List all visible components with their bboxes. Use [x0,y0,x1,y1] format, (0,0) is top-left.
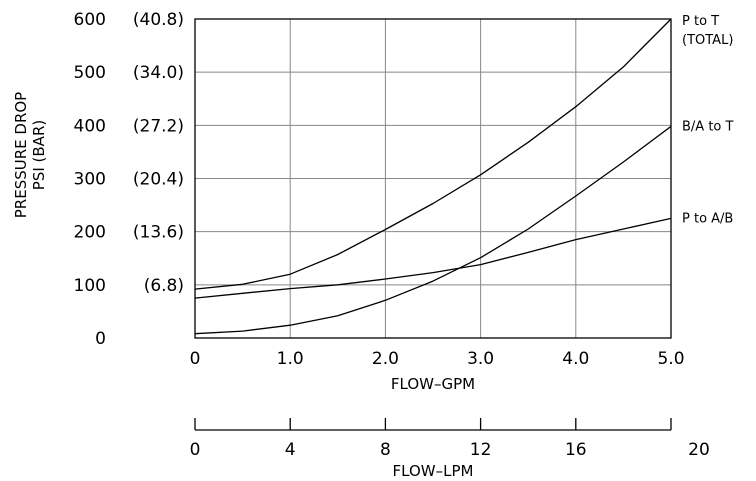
series-lines [194,18,672,335]
x-tick-label: 2.0 [372,349,399,369]
series-line-1 [194,125,672,335]
y-tick-psi-label: 100 [74,276,106,296]
lpm-axis: 0 4 8 12 16 20 [190,418,710,460]
plot-frame [194,18,672,339]
y-axis-label: PRESSURE DROP [12,92,30,218]
y-tick-bar-label: (13.6) [133,223,184,243]
y-tick-psi-label: 200 [74,223,106,243]
y-tick-bar-label: (34.0) [133,63,184,83]
x2-axis-label: FLOW–LPM [393,462,474,480]
series-label: P to A/B [682,211,733,226]
x-tick-label: 0 [190,349,201,369]
series-line-2 [194,217,672,299]
lpm-tick-label: 16 [565,440,587,460]
x-tick-label: 5.0 [657,349,684,369]
y-tick-psi-label: 300 [74,170,106,190]
series-labels: P to T (TOTAL) B/A to T P to A/B [682,14,734,226]
y-tick-psi-label: 600 [74,10,106,30]
x-axis-ticks: 0 1.0 2.0 3.0 4.0 5.0 [190,349,685,369]
x-axis-label: FLOW–GPM [391,375,475,393]
x-tick-label: 4.0 [562,349,589,369]
y-axis-unit-label: PSI (BAR) [30,120,48,190]
y-tick-psi-label: 500 [74,63,106,83]
lpm-tick-label: 4 [285,440,296,460]
lpm-tick-label: 8 [380,440,391,460]
x-tick-label: 1.0 [277,349,304,369]
y-tick-bar-label: (20.4) [133,170,184,190]
y-tick-bar-label: (6.8) [144,276,184,296]
y-tick-psi-label: 0 [95,329,106,349]
series-label: B/A to T [682,119,734,134]
series-label-line2: (TOTAL) [682,33,733,48]
y-tick-bar-label: (40.8) [133,10,184,30]
series-line-0 [194,18,672,290]
y-tick-psi-label: 400 [74,116,106,136]
lpm-tick-label: 12 [470,440,492,460]
lpm-tick-label: 0 [190,440,201,460]
series-label: P to T [682,14,719,29]
y-tick-bar-label: (27.2) [133,116,184,136]
grid [194,18,672,339]
lpm-tick-label: 20 [688,440,710,460]
y-axis-ticks: 0 100 (6.8) 200 (13.6) 300 (20.4) 400 (27.2) 500 (… [74,10,184,349]
x-tick-label: 3.0 [467,349,494,369]
